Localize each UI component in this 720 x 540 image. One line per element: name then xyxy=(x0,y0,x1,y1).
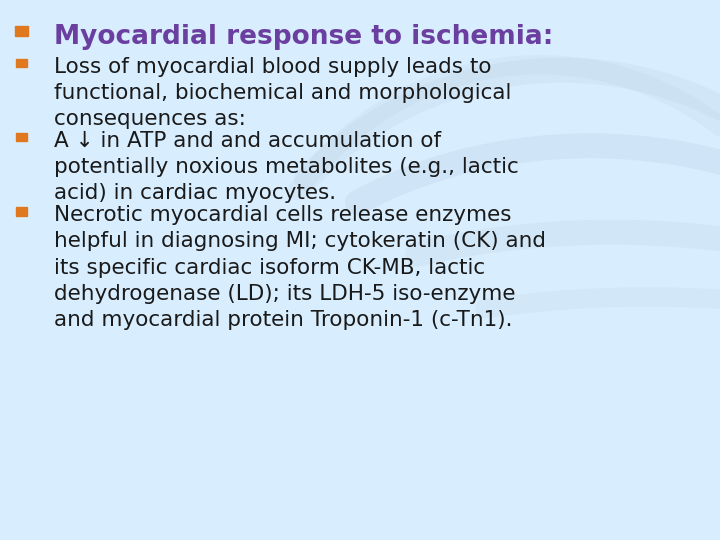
Bar xyxy=(16,133,27,141)
Text: Necrotic myocardial cells release enzymes
helpful in diagnosing MI; cytokeratin : Necrotic myocardial cells release enzyme… xyxy=(54,205,546,329)
Text: A ↓ in ATP and and accumulation of
potentially noxious metabolites (e.g., lactic: A ↓ in ATP and and accumulation of poten… xyxy=(54,131,518,204)
Bar xyxy=(16,58,27,67)
Text: Myocardial response to ischemia:: Myocardial response to ischemia: xyxy=(54,24,554,50)
Bar xyxy=(15,26,28,36)
Bar xyxy=(16,207,27,215)
Text: Loss of myocardial blood supply leads to
functional, biochemical and morphologic: Loss of myocardial blood supply leads to… xyxy=(54,57,511,129)
